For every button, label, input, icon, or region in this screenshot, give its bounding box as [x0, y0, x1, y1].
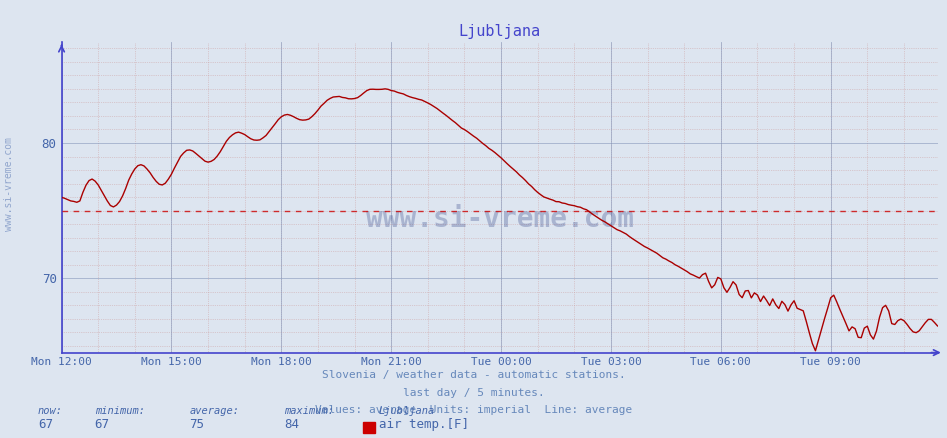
Text: Ljubljana: Ljubljana [379, 406, 435, 416]
Text: 67: 67 [38, 418, 53, 431]
Text: www.si-vreme.com: www.si-vreme.com [366, 205, 634, 233]
Text: 67: 67 [95, 418, 110, 431]
Text: last day / 5 minutes.: last day / 5 minutes. [402, 388, 545, 398]
Text: Slovenia / weather data - automatic stations.: Slovenia / weather data - automatic stat… [322, 370, 625, 380]
Text: now:: now: [38, 406, 63, 416]
Text: 84: 84 [284, 418, 299, 431]
Text: maximum:: maximum: [284, 406, 334, 416]
Text: Values: average  Units: imperial  Line: average: Values: average Units: imperial Line: av… [314, 405, 633, 415]
Text: average:: average: [189, 406, 240, 416]
Text: minimum:: minimum: [95, 406, 145, 416]
Text: 75: 75 [189, 418, 205, 431]
Text: www.si-vreme.com: www.si-vreme.com [5, 137, 14, 231]
Text: air temp.[F]: air temp.[F] [379, 418, 469, 431]
Title: Ljubljana: Ljubljana [458, 24, 541, 39]
